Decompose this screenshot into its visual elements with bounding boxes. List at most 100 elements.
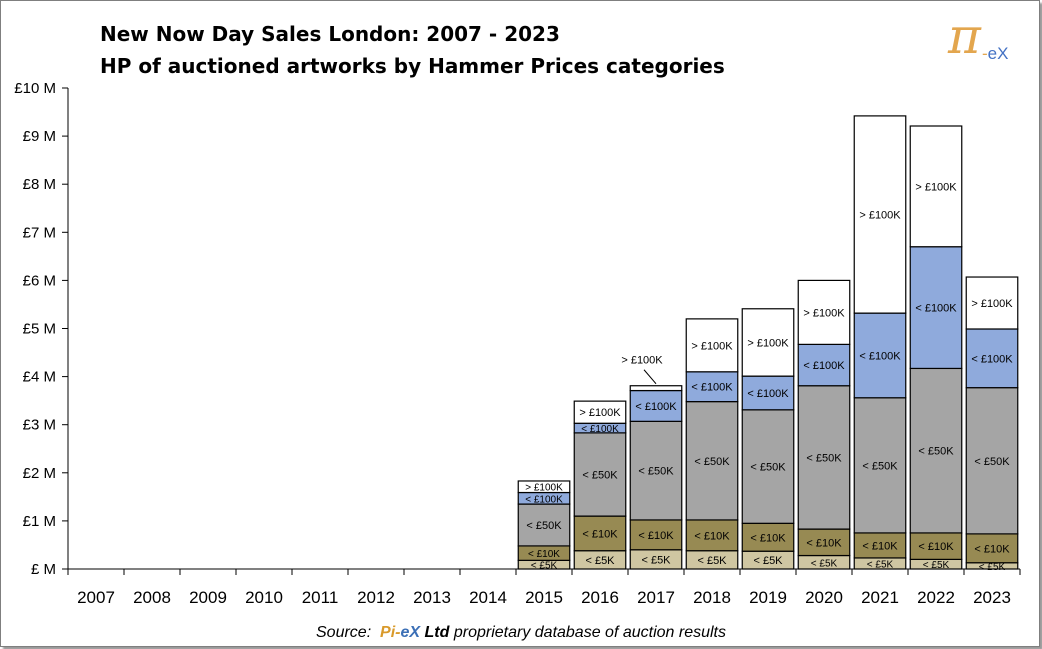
bar-segment-lt50k	[853, 397, 907, 534]
x-tick-label: 2021	[861, 588, 899, 607]
x-tick-label: 2015	[525, 588, 563, 607]
segment-data-label: < £50K	[750, 462, 786, 474]
segment-data-label: < £100K	[525, 494, 563, 505]
segment-data-label: < £10K	[918, 541, 954, 553]
segment-data-label: < £10K	[528, 549, 560, 560]
segment-data-label: < £5K	[867, 559, 894, 570]
bar-segment-lt10k	[685, 519, 739, 552]
bar-segment-lt50k	[909, 367, 963, 534]
pi-ex-logo: π -eX	[948, 8, 1028, 68]
bar-segment-lt50k	[629, 420, 683, 521]
callout-label: > £100K	[621, 355, 663, 367]
segment-data-label: < £100K	[581, 424, 619, 435]
segment-data-label: < £10K	[638, 530, 674, 542]
segment-data-label: < £100K	[971, 353, 1013, 365]
bar-segment-gt100k	[685, 318, 739, 373]
pi-logo-glyph: π	[948, 7, 981, 65]
segment-data-label: < £50K	[918, 446, 954, 458]
segment-data-label: < £50K	[582, 469, 618, 481]
x-tick-label: 2020	[805, 588, 843, 607]
segment-data-label: < £50K	[974, 456, 1010, 468]
segment-data-label: < £50K	[806, 452, 842, 464]
x-tick-label: 2011	[302, 588, 339, 607]
x-tick-label: 2013	[413, 588, 451, 607]
segment-data-label: > £100K	[803, 307, 845, 319]
segment-data-label: > £100K	[747, 337, 789, 349]
bar-segment-lt10k	[741, 522, 795, 552]
segment-data-label: < £100K	[691, 382, 733, 394]
y-tick-label: £4 M	[23, 369, 56, 386]
ex-logo-text: -eX	[982, 44, 1009, 63]
y-tick-label: £3 M	[23, 417, 56, 434]
x-tick-label: 2007	[77, 588, 115, 607]
bar-segment-lt50k	[797, 385, 851, 530]
chart-title: New Now Day Sales London: 2007 - 2023	[100, 22, 560, 46]
bar-segment-gt100k	[965, 276, 1019, 330]
bar-segment-gt100k	[629, 385, 683, 392]
x-tick-label: 2022	[917, 588, 955, 607]
segment-data-label: < £5K	[641, 554, 671, 566]
segment-data-label: < £5K	[811, 558, 838, 569]
bar-segment-lt100k	[685, 371, 739, 403]
bar-segment-lt10k	[573, 515, 627, 552]
segment-data-label: > £100K	[915, 181, 957, 193]
segment-data-label: < £100K	[803, 360, 845, 372]
segment-data-label: < £5K	[531, 561, 558, 572]
segment-data-label: < £100K	[635, 401, 677, 413]
y-tick-label: £7 M	[23, 224, 56, 241]
segment-data-label: > £100K	[525, 483, 563, 494]
y-tick-label: £8 M	[23, 176, 56, 193]
x-tick-label: 2014	[469, 588, 507, 607]
bar-segment-lt50k	[517, 503, 571, 547]
x-tick-label: 2012	[357, 588, 395, 607]
callout-leader-line	[643, 369, 657, 385]
bar-segment-lt50k	[965, 387, 1019, 535]
bar-segment-lt10k	[629, 519, 683, 551]
segment-data-label: > £100K	[691, 340, 733, 352]
segment-data-label: > £100K	[579, 407, 621, 419]
segment-data-label: > £100K	[971, 298, 1013, 310]
x-tick-label: 2010	[245, 588, 283, 607]
source-note: Source: Pi-eX Ltd proprietary database o…	[316, 624, 726, 641]
segment-data-label: < £5K	[753, 555, 783, 567]
segment-data-label: > £100K	[859, 210, 901, 222]
segment-data-label: < £5K	[979, 562, 1006, 573]
x-tick-label: 2018	[693, 588, 731, 607]
y-tick-label: £6 M	[23, 272, 56, 289]
y-tick-label: £9 M	[23, 128, 56, 145]
segment-data-label: < £5K	[585, 555, 615, 567]
bar-segment-lt100k	[853, 312, 907, 399]
y-tick-label: £5 M	[23, 321, 56, 338]
bar-segment-gt100k	[797, 279, 851, 345]
bar-segment-gt100k	[853, 115, 907, 314]
segment-data-label: < £10K	[694, 530, 730, 542]
bar-segment-gt100k	[741, 308, 795, 377]
chart-subtitle: HP of auctioned artworks by Hammer Price…	[100, 54, 725, 78]
bar-segment-gt100k	[517, 480, 571, 494]
segment-data-label: < £100K	[747, 388, 789, 400]
segment-data-label: < £50K	[638, 466, 674, 478]
y-tick-label: £ M	[31, 561, 56, 578]
segment-data-label: < £10K	[750, 532, 786, 544]
bar-segment-lt100k	[909, 246, 963, 370]
segment-data-label: < £5K	[923, 560, 950, 571]
bar-segment-lt50k	[573, 432, 627, 517]
y-tick-label: £2 M	[23, 465, 56, 482]
segment-data-label: < £50K	[862, 460, 898, 472]
x-tick-label: 2008	[133, 588, 171, 607]
x-tick-label: 2017	[637, 588, 675, 607]
segment-data-label: < £10K	[862, 540, 898, 552]
bar-segment-gt100k	[909, 125, 963, 248]
segment-data-label: < £50K	[526, 520, 562, 532]
segment-data-label: < £100K	[859, 350, 901, 362]
x-tick-label: 2016	[581, 588, 619, 607]
x-tick-label: 2019	[749, 588, 787, 607]
y-tick-label: £1 M	[23, 513, 56, 530]
x-tick-label: 2009	[189, 588, 227, 607]
segment-data-label: < £5K	[697, 555, 727, 567]
y-tick-label: £10 M	[14, 80, 56, 97]
bar-segment-lt100k	[965, 328, 1019, 389]
bar-segment-gt100k	[573, 400, 627, 424]
x-tick-label: 2023	[973, 588, 1011, 607]
